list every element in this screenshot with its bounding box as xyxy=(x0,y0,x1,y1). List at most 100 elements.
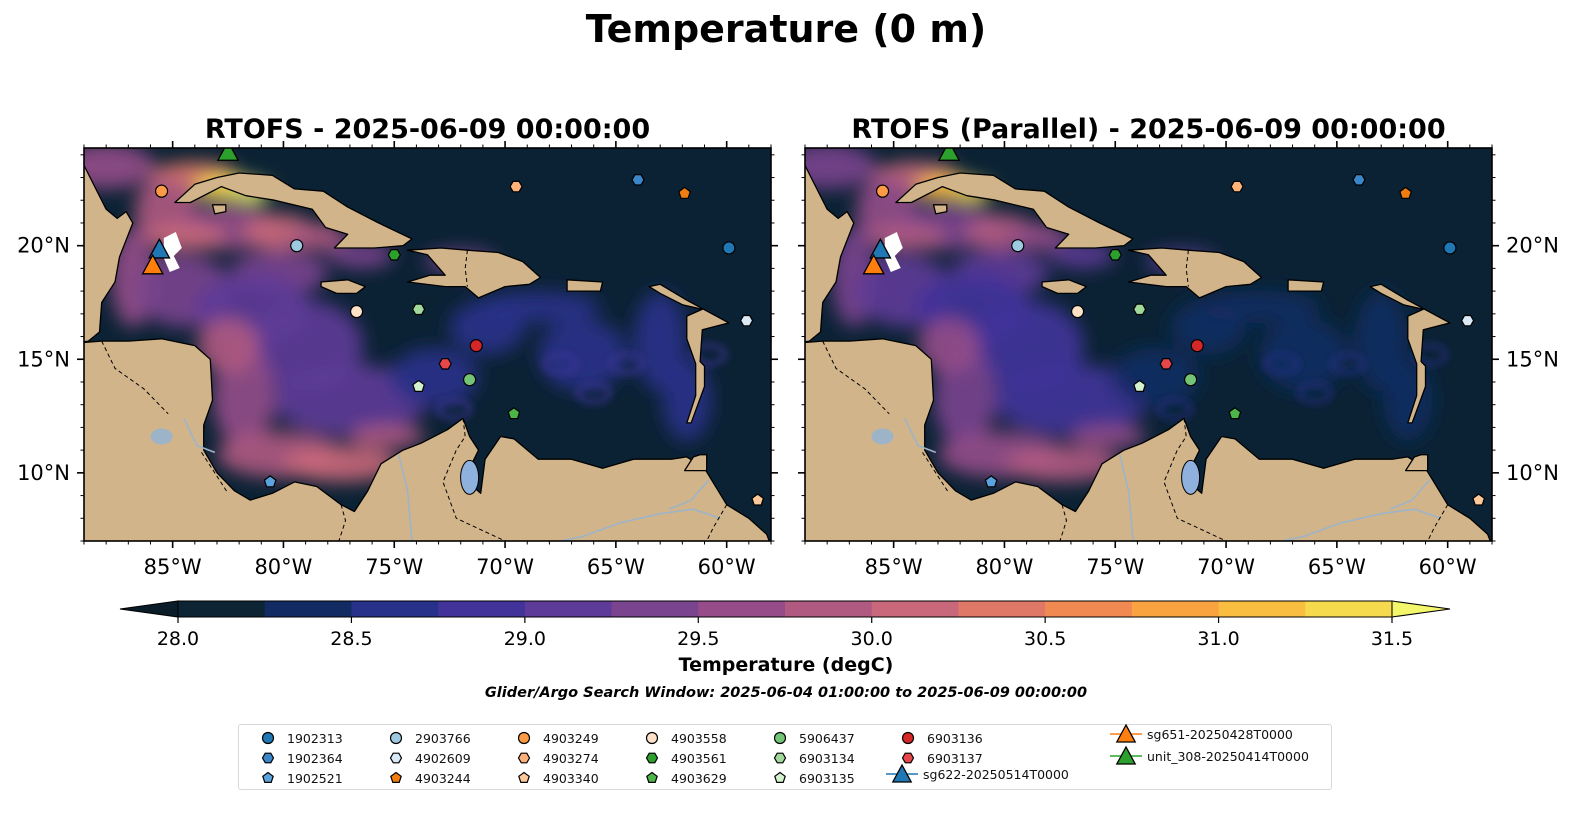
legend-label: sg622-20250514T0000 xyxy=(923,766,1069,782)
legend-marker xyxy=(389,752,403,764)
map-panel-rtofs-parallel: RTOFS (Parallel) - 2025-06-09 00:00:00 85… xyxy=(798,114,1559,579)
legend-marker xyxy=(886,763,918,783)
float-4903340[interactable] xyxy=(1472,493,1486,506)
legend-item-1902364: 1902364 xyxy=(253,749,343,767)
glider-sg622-20250514T0000[interactable] xyxy=(869,237,892,259)
float-4903558[interactable] xyxy=(1070,304,1085,319)
float-6903135[interactable] xyxy=(1133,379,1147,392)
legend-marker xyxy=(901,731,915,745)
legend-marker xyxy=(646,771,658,783)
lake-maracaibo xyxy=(1181,459,1201,495)
float-4903249[interactable] xyxy=(154,184,169,198)
map-frame xyxy=(804,147,1493,542)
float-5906437[interactable] xyxy=(463,373,477,387)
lat-tick-label: 20°N xyxy=(17,234,70,258)
colorbar-swatch xyxy=(698,601,786,617)
float-4903558[interactable] xyxy=(349,304,364,319)
lat-tick-label: 10°N xyxy=(1506,461,1559,485)
lon-tick-label: 70°W xyxy=(1197,555,1255,579)
colorbar-extend-high xyxy=(1391,600,1451,618)
legend-marker xyxy=(261,731,275,745)
float-6903137[interactable] xyxy=(1159,358,1173,370)
glider-unit_308-20250414T0000[interactable] xyxy=(937,142,961,161)
glider-sg651-20250428T0000[interactable] xyxy=(141,253,164,275)
gliders xyxy=(141,142,240,275)
legend-marker xyxy=(262,771,274,783)
legend-item-6903136: 6903136 xyxy=(893,729,983,747)
float-6903136[interactable] xyxy=(469,339,483,353)
float-4903629[interactable] xyxy=(1228,407,1242,420)
float-1902521[interactable] xyxy=(984,475,998,488)
lon-tick-label: 75°W xyxy=(365,555,423,579)
colorbar-swatch xyxy=(785,601,873,617)
colorbar-tick-label: 30.5 xyxy=(1024,628,1066,650)
float-1902521[interactable] xyxy=(263,475,277,488)
argo-floats xyxy=(154,174,765,506)
legend-label: sg651-20250428T0000 xyxy=(1147,726,1293,742)
float-1902364[interactable] xyxy=(631,174,645,186)
float-6903135[interactable] xyxy=(412,379,426,392)
float-5906437[interactable] xyxy=(1184,373,1198,387)
float-2903766[interactable] xyxy=(1011,239,1025,253)
colorbar-tick-label: 28.0 xyxy=(157,628,199,650)
legend-label: 4903249 xyxy=(543,730,599,746)
colorbar-tick-label: 29.0 xyxy=(504,628,546,650)
lat-tick-label: 15°N xyxy=(1506,347,1559,371)
legend-label: 2903766 xyxy=(415,730,471,746)
float-4903561[interactable] xyxy=(1108,249,1122,261)
legend-marker xyxy=(261,752,275,764)
legend-item-1902313: 1902313 xyxy=(253,729,343,747)
legend-label: 5906437 xyxy=(799,730,855,746)
lon-tick-label: 80°W xyxy=(254,555,312,579)
float-6903136[interactable] xyxy=(1190,339,1204,353)
float-4903340[interactable] xyxy=(751,493,765,506)
colorbar-tick-label: 31.0 xyxy=(1197,628,1239,650)
glider-sg622-20250514T0000[interactable] xyxy=(148,237,171,259)
float-4902609[interactable] xyxy=(739,314,754,327)
legend-marker xyxy=(645,752,659,764)
float-4903629[interactable] xyxy=(507,407,521,420)
float-6903137[interactable] xyxy=(438,358,452,370)
float-4903244[interactable] xyxy=(1399,186,1413,199)
legend-item-4903340: 4903340 xyxy=(509,769,599,787)
glider-unit_308-20250414T0000[interactable] xyxy=(216,142,240,161)
legend-label: 1902364 xyxy=(287,750,343,766)
colorbar-label: Temperature (degC) xyxy=(679,654,894,676)
legend-marker xyxy=(518,771,530,783)
legend-label: 1902521 xyxy=(287,770,343,786)
legend-label: 1902313 xyxy=(287,730,343,746)
legend: 1902313 1902364 1902521 2903766 4902609 49032… xyxy=(238,723,1332,790)
legend-marker xyxy=(390,771,402,783)
colorbar-swatch xyxy=(524,601,613,617)
colorbar-swatch xyxy=(351,601,439,617)
legend-label: 4903561 xyxy=(671,750,727,766)
legend-item-5906437: 5906437 xyxy=(765,729,855,747)
float-6903134[interactable] xyxy=(1132,303,1147,316)
float-1902313[interactable] xyxy=(722,241,736,255)
colorbar-tick-label: 31.5 xyxy=(1371,628,1413,650)
float-6903134[interactable] xyxy=(411,303,426,316)
float-4903561[interactable] xyxy=(387,249,401,261)
float-4902609[interactable] xyxy=(1460,314,1475,327)
float-4903249[interactable] xyxy=(875,184,890,198)
float-1902364[interactable] xyxy=(1352,174,1366,186)
legend-marker xyxy=(517,731,531,745)
colorbar-swatch xyxy=(1131,601,1220,617)
legend-label: 4902609 xyxy=(415,750,471,766)
land xyxy=(805,163,1491,541)
colorbar-swatch xyxy=(871,601,960,617)
float-4903274[interactable] xyxy=(1230,180,1244,193)
float-4903244[interactable] xyxy=(678,186,692,199)
lake-nicaragua xyxy=(871,428,894,445)
glider-sg651-20250428T0000[interactable] xyxy=(862,253,885,275)
float-1902313[interactable] xyxy=(1443,241,1457,255)
float-2903766[interactable] xyxy=(290,239,304,253)
float-4903274[interactable] xyxy=(509,180,523,193)
legend-label: 6903135 xyxy=(799,770,855,786)
legend-marker xyxy=(773,752,787,764)
gliders xyxy=(862,142,961,275)
legend-marker xyxy=(773,731,787,745)
panel-title: RTOFS (Parallel) - 2025-06-09 00:00:00 xyxy=(851,114,1445,145)
figure-suptitle: Temperature (0 m) xyxy=(586,7,987,51)
